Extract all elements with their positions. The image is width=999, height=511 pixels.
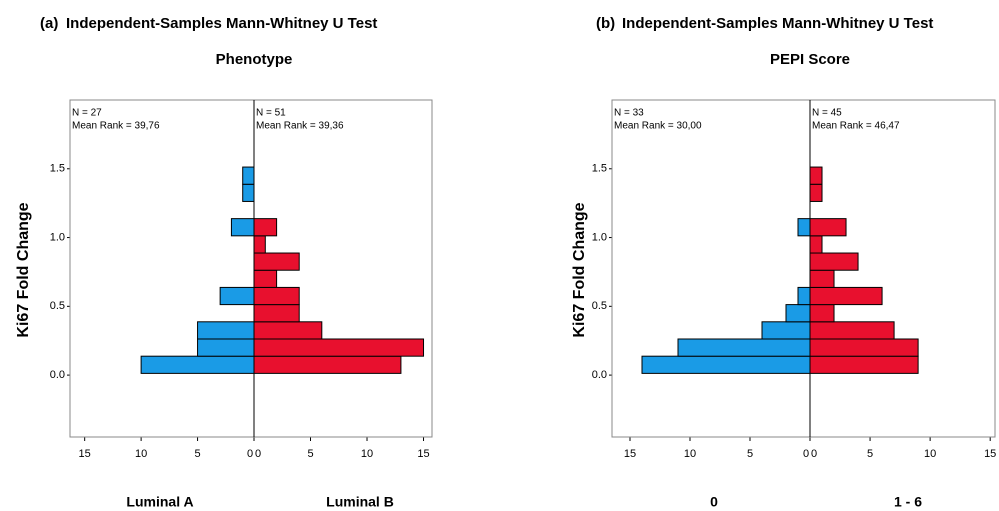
chart-subtitle: PEPI Score — [770, 51, 850, 68]
y-tick-label: 0.0 — [592, 369, 607, 381]
annotation: Mean Rank = 39,76 — [72, 121, 160, 132]
y-axis-label: Ki67 Fold Change — [571, 202, 588, 337]
x-tick-label: 10 — [924, 448, 936, 460]
bar — [140, 355, 255, 374]
bar — [253, 304, 300, 323]
chart-title: Independent-Samples Mann-Whitney U Test — [66, 15, 377, 32]
x-tick-label: 5 — [747, 448, 753, 460]
bar — [809, 304, 835, 323]
x-tick-label: 15 — [417, 448, 429, 460]
bar — [809, 269, 835, 288]
plot-frame — [611, 99, 996, 438]
annotation: N = 33 — [614, 108, 644, 119]
x-tick-label: 0 — [255, 448, 261, 460]
bar — [197, 338, 255, 357]
plot-frame — [69, 99, 433, 438]
bar — [785, 304, 811, 323]
bar — [809, 321, 895, 340]
bar — [761, 321, 811, 340]
bar — [197, 321, 255, 340]
chart-subtitle: Phenotype — [216, 51, 293, 68]
bar — [253, 355, 402, 374]
x-tick-label: 5 — [307, 448, 313, 460]
bar — [809, 218, 847, 237]
bar — [809, 166, 823, 185]
annotation: N = 45 — [812, 108, 842, 119]
x-tick-label: 10 — [361, 448, 373, 460]
legend-label: Luminal B — [326, 494, 394, 510]
annotation: N = 27 — [72, 108, 102, 119]
chart-title: Independent-Samples Mann-Whitney U Test — [622, 15, 933, 32]
bar — [253, 235, 266, 254]
y-tick-label: 1.0 — [592, 231, 607, 243]
bar — [253, 286, 300, 306]
annotation: N = 51 — [256, 108, 286, 119]
x-tick-label: 0 — [247, 448, 253, 460]
bar — [809, 183, 823, 202]
bar — [797, 218, 811, 237]
panel-label: (b) — [596, 15, 615, 32]
bar — [242, 166, 255, 185]
x-tick-label: 0 — [811, 448, 817, 460]
annotation: Mean Rank = 39,36 — [256, 121, 344, 132]
bar — [641, 355, 811, 374]
bar — [253, 338, 425, 357]
y-tick-label: 1.5 — [50, 163, 65, 175]
legend-label: 0 — [710, 494, 718, 510]
x-tick-label: 10 — [135, 448, 147, 460]
legend-label: 1 - 6 — [894, 494, 922, 510]
bar — [253, 321, 323, 340]
bar — [809, 286, 883, 306]
bar — [253, 269, 278, 288]
bar — [253, 252, 300, 271]
bar — [253, 218, 278, 237]
y-tick-label: 1.5 — [592, 163, 607, 175]
x-tick-label: 5 — [194, 448, 200, 460]
bar — [809, 252, 859, 271]
x-tick-label: 15 — [79, 448, 91, 460]
bar — [809, 338, 919, 357]
panel-label: (a) — [40, 15, 58, 32]
y-tick-label: 0.0 — [50, 369, 65, 381]
bar — [219, 286, 255, 306]
y-tick-label: 0.5 — [592, 300, 607, 312]
x-tick-label: 15 — [624, 448, 636, 460]
bar — [809, 235, 823, 254]
bar — [677, 338, 811, 357]
y-tick-label: 0.5 — [50, 300, 65, 312]
bar — [230, 218, 255, 237]
x-tick-label: 15 — [984, 448, 996, 460]
x-tick-label: 5 — [867, 448, 873, 460]
bar — [809, 355, 919, 374]
bar — [242, 183, 255, 202]
annotation: Mean Rank = 30,00 — [614, 121, 702, 132]
x-tick-label: 0 — [803, 448, 809, 460]
bar — [797, 286, 811, 306]
y-axis-label: Ki67 Fold Change — [15, 202, 32, 337]
x-tick-label: 10 — [684, 448, 696, 460]
legend-label: Luminal A — [126, 494, 193, 510]
annotation: Mean Rank = 46,47 — [812, 121, 900, 132]
y-tick-label: 1.0 — [50, 231, 65, 243]
